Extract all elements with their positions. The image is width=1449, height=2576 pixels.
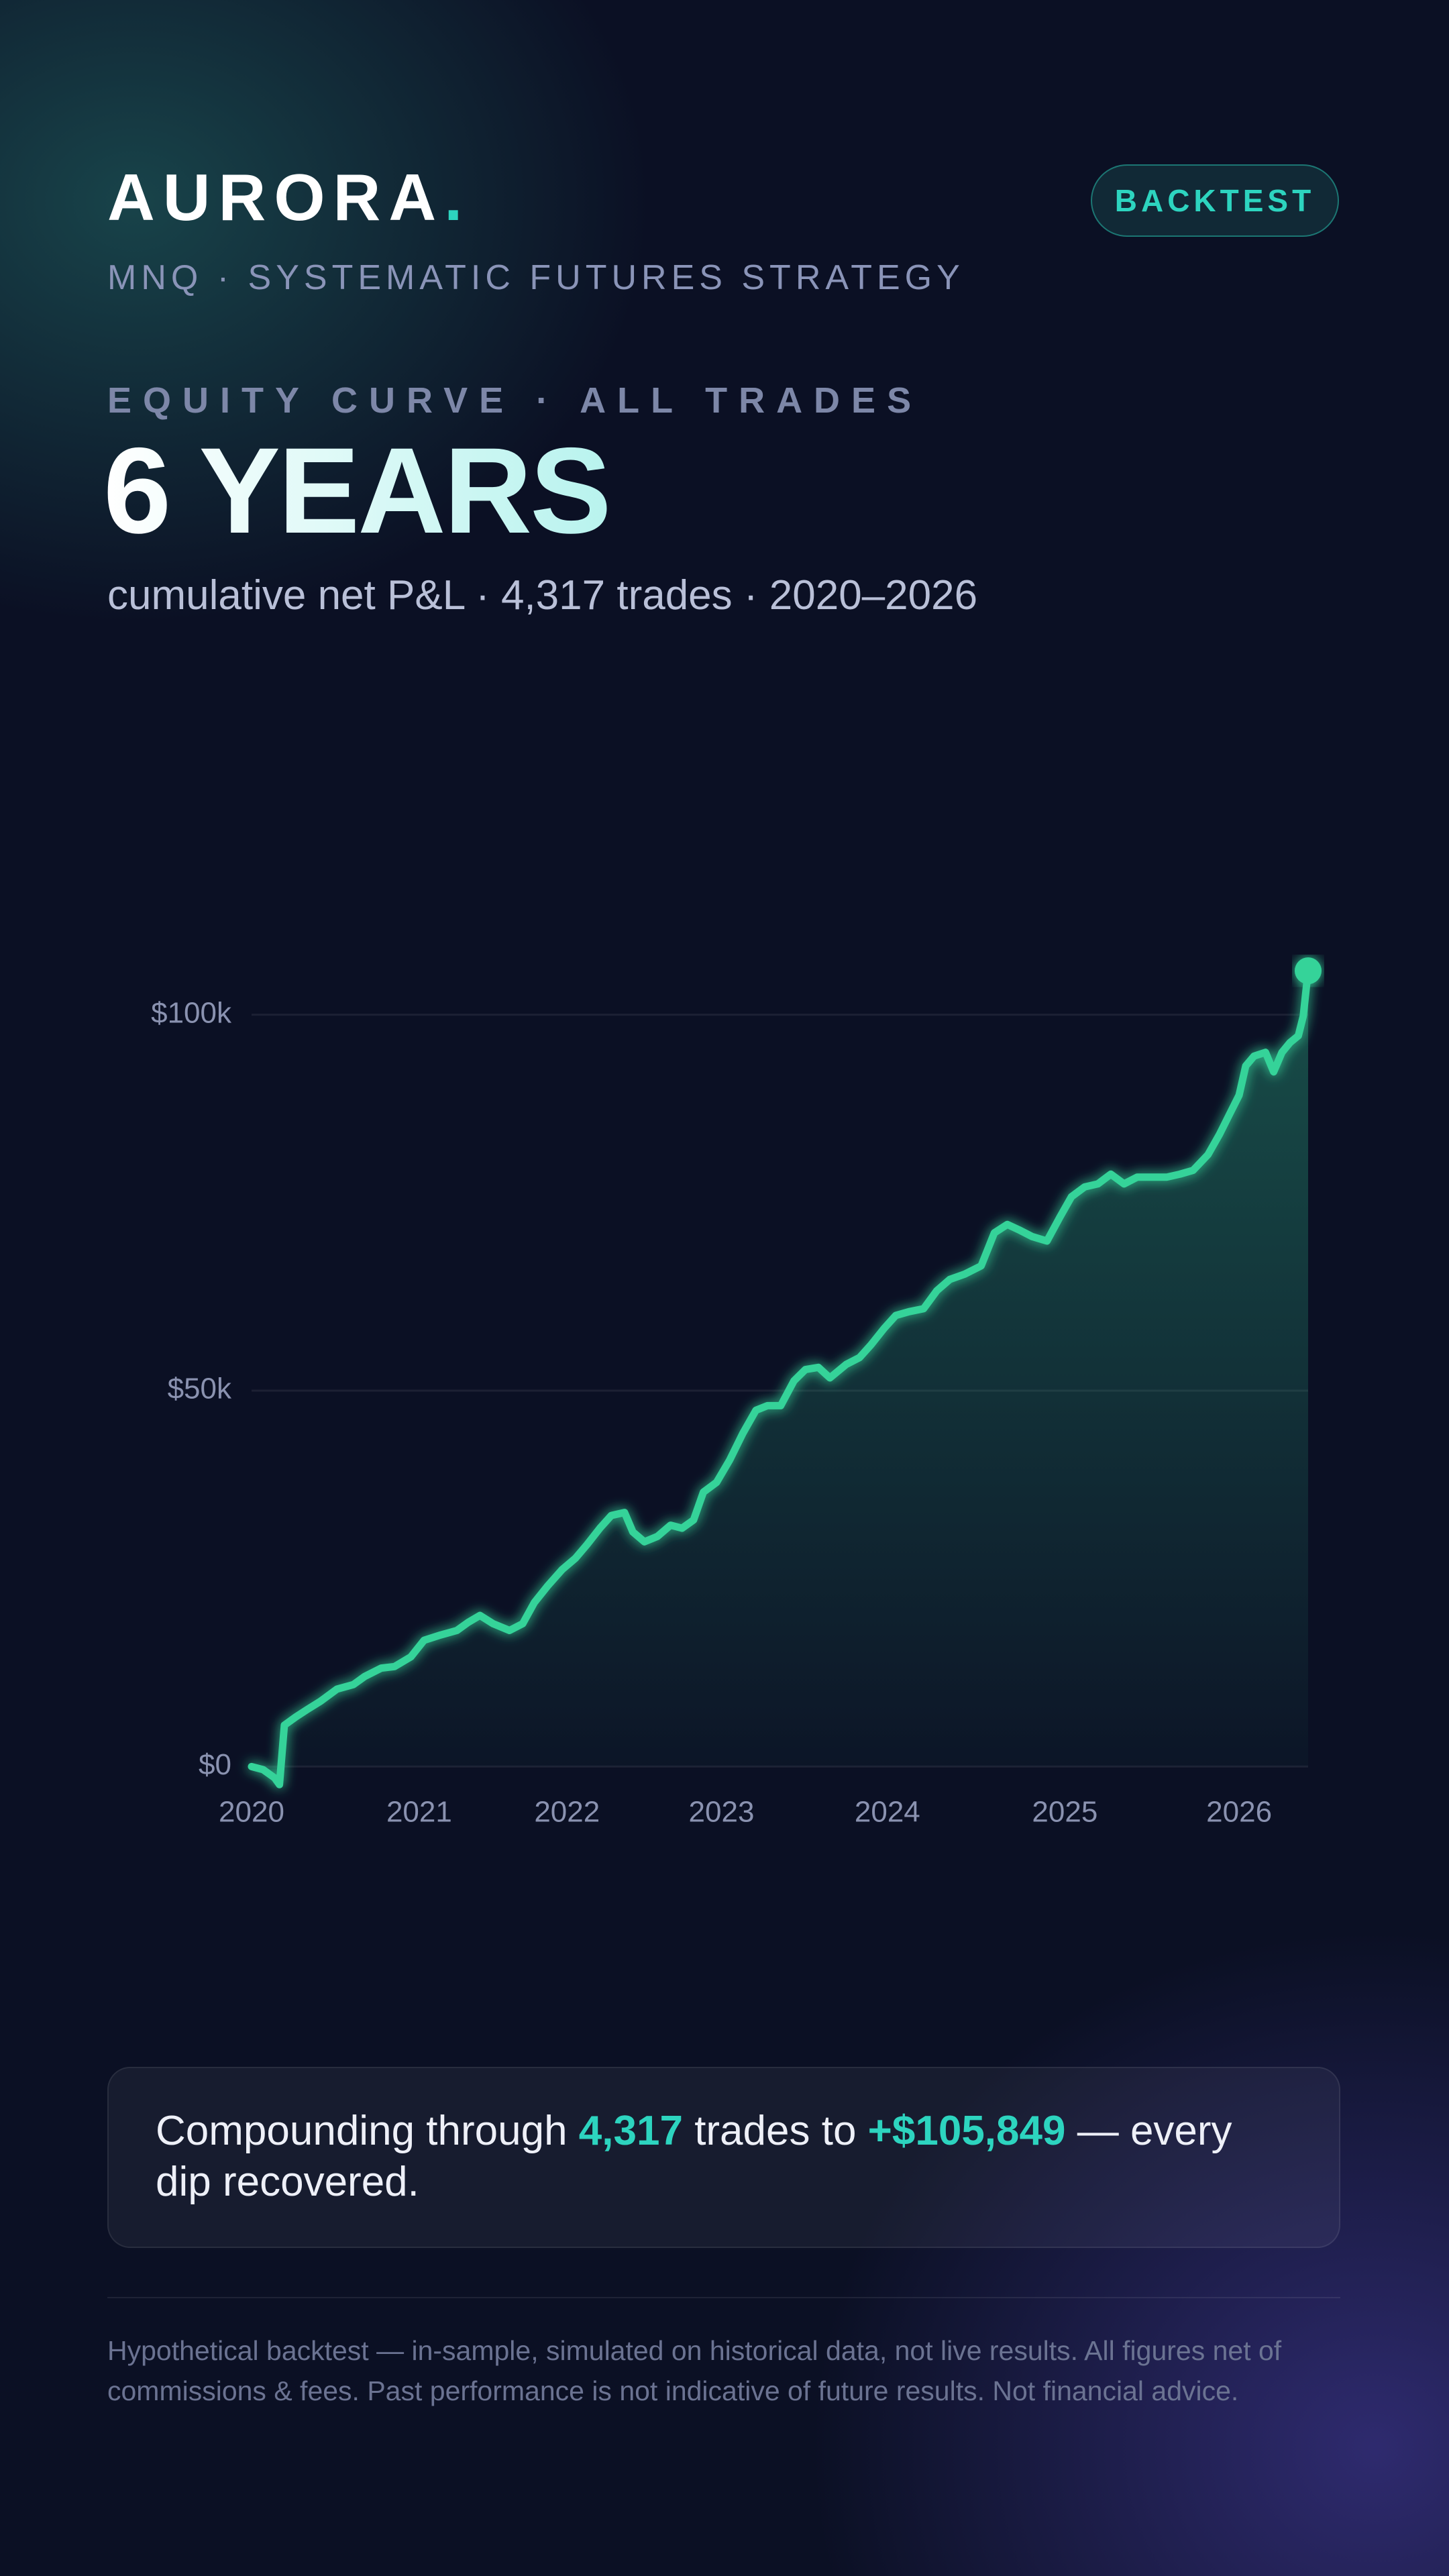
subtitle: MNQ · SYSTEMATIC FUTURES STRATEGY bbox=[107, 258, 965, 297]
x-tick-label: 2021 bbox=[386, 1796, 452, 1829]
x-tick-label: 2026 bbox=[1206, 1796, 1272, 1829]
line bbox=[248, 967, 1312, 1788]
badge: BACKTEST bbox=[1091, 164, 1339, 237]
callout-text: trades to bbox=[694, 2108, 857, 2154]
end-dot bbox=[1295, 957, 1322, 985]
divider bbox=[107, 2297, 1340, 2298]
x-tick-label: 2025 bbox=[1032, 1796, 1097, 1829]
disclaimer: Hypothetical backtest — in-sample, simul… bbox=[107, 2335, 1282, 2406]
brand: AURORA. bbox=[107, 160, 470, 235]
area-fill bbox=[252, 971, 1308, 1785]
x-tick-label: 2020 bbox=[219, 1796, 284, 1829]
caption: cumulative net P&L · 4,317 trades · 2020… bbox=[107, 572, 978, 619]
x-tick-label: 2023 bbox=[689, 1796, 755, 1829]
x-tick-label: 2024 bbox=[855, 1796, 920, 1829]
callout-highlight: +$105,849 bbox=[867, 2108, 1066, 2154]
headline: 6 YEARS bbox=[103, 422, 612, 559]
kicker: EQUITY CURVE · ALL TRADES bbox=[107, 380, 923, 421]
y-tick-label: $0 bbox=[199, 1748, 231, 1781]
callout-highlight: 4,317 bbox=[578, 2108, 683, 2154]
y-tick-label: $50k bbox=[168, 1373, 232, 1405]
x-tick-label: 2022 bbox=[534, 1796, 600, 1829]
y-tick-label: $100k bbox=[151, 996, 232, 1029]
brand-dot: . bbox=[444, 160, 471, 234]
brand-name: AURORA bbox=[107, 160, 445, 234]
callout: Compounding through 4,317 trades to +$10… bbox=[107, 2067, 1340, 2248]
callout-text: Compounding through bbox=[156, 2108, 568, 2154]
callout-text: — every dip recovered. bbox=[156, 2108, 1232, 2205]
